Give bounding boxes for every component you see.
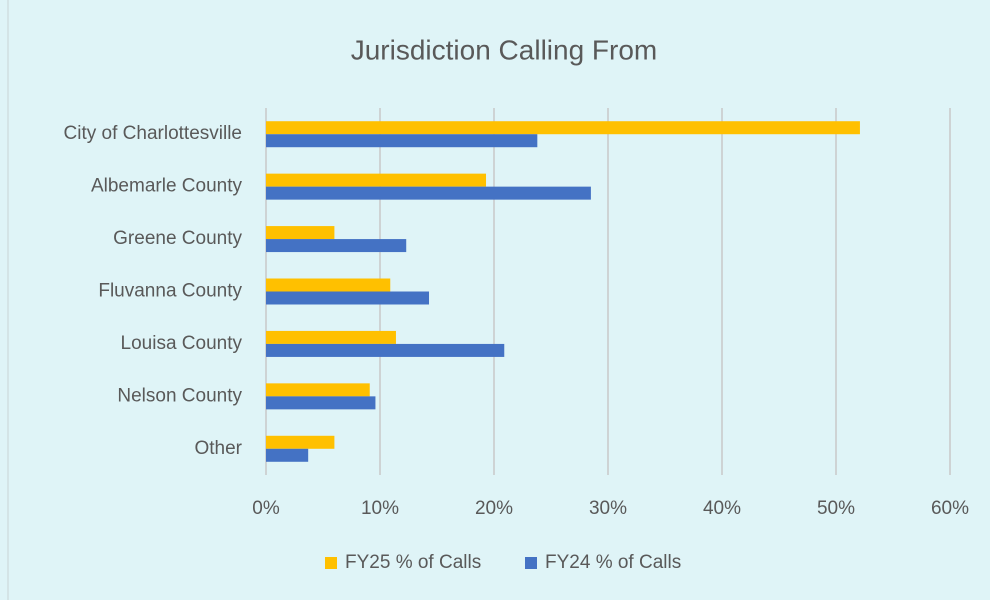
- bar: [266, 330, 396, 344]
- x-tick-label: 10%: [361, 498, 399, 519]
- x-tick-label: 40%: [703, 498, 741, 519]
- bar: [266, 186, 591, 200]
- legend-label: FY25 % of Calls: [345, 552, 481, 573]
- legend-swatch: [325, 557, 337, 569]
- bar: [266, 343, 505, 357]
- bar: [266, 121, 860, 135]
- bar: [266, 383, 370, 397]
- bar: [266, 435, 335, 449]
- y-tick-label: Nelson County: [117, 385, 242, 406]
- x-tick-label: 30%: [589, 498, 627, 519]
- bar: [266, 278, 391, 292]
- y-tick-label: Fluvanna County: [98, 281, 242, 302]
- bar: [266, 396, 376, 410]
- y-tick-label: City of Charlottesville: [64, 123, 242, 144]
- y-tick-label: Louisa County: [121, 333, 243, 354]
- bar: [266, 226, 335, 240]
- chart-title: Jurisdiction Calling From: [351, 34, 658, 65]
- y-tick-label: Other: [194, 438, 242, 459]
- legend-label: FY24 % of Calls: [545, 552, 681, 573]
- bar: [266, 173, 487, 187]
- y-tick-label: Greene County: [113, 228, 242, 249]
- bar: [266, 291, 430, 305]
- x-tick-label: 0%: [252, 498, 280, 519]
- bar: [266, 239, 407, 253]
- legend-swatch: [525, 557, 537, 569]
- x-tick-label: 60%: [931, 498, 969, 519]
- x-tick-label: 20%: [475, 498, 513, 519]
- x-tick-label: 50%: [817, 498, 855, 519]
- bar: [266, 448, 309, 462]
- bar: [266, 134, 538, 148]
- y-tick-label: Albemarle County: [91, 176, 243, 197]
